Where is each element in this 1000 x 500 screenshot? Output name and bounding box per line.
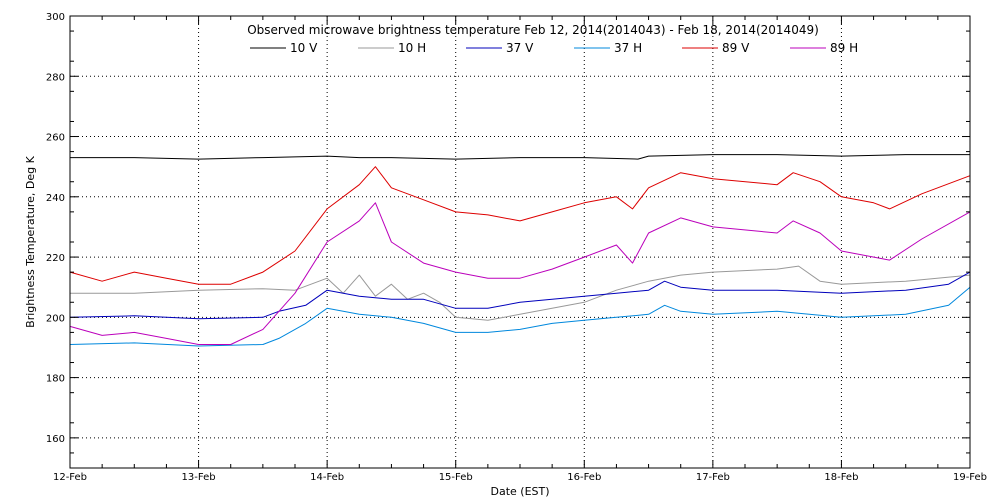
legend-label: 37 H bbox=[614, 41, 642, 55]
y-tick-label: 200 bbox=[46, 313, 65, 324]
y-tick-label: 160 bbox=[46, 434, 65, 445]
legend-label: 89 H bbox=[830, 41, 858, 55]
series-line-89-v bbox=[69, 166, 971, 285]
x-axis-title: Date (EST) bbox=[490, 485, 549, 498]
y-tick-label: 220 bbox=[46, 253, 65, 264]
legend-label: 10 H bbox=[398, 41, 426, 55]
axis-ticks bbox=[69, 15, 971, 468]
y-tick-label: 180 bbox=[46, 374, 65, 385]
legend-label: 37 V bbox=[506, 41, 534, 55]
y-tick-label: 240 bbox=[46, 193, 65, 204]
x-tick-label: 17-Feb bbox=[696, 472, 730, 483]
y-axis-title: Brightness Temperature, Deg K bbox=[24, 155, 37, 327]
chart-title: Observed microwave brightness temperatur… bbox=[247, 23, 819, 37]
y-tick-label: 260 bbox=[46, 133, 65, 144]
series-lines bbox=[69, 154, 971, 347]
x-tick-label: 19-Feb bbox=[953, 472, 987, 483]
y-tick-labels: 160 180 200 220 240 260 280 300 bbox=[46, 12, 65, 445]
x-tick-label: 15-Feb bbox=[439, 472, 473, 483]
x-tick-label: 14-Feb bbox=[310, 472, 344, 483]
legend-label: 10 V bbox=[290, 41, 318, 55]
series-line-37-h bbox=[69, 286, 971, 347]
legend-label: 89 V bbox=[722, 41, 750, 55]
x-tick-label: 13-Feb bbox=[182, 472, 216, 483]
x-tick-label: 18-Feb bbox=[824, 472, 858, 483]
series-line-10-v bbox=[70, 154, 970, 160]
y-tick-label: 300 bbox=[46, 12, 65, 23]
series-line-89-h bbox=[69, 202, 971, 345]
grid bbox=[70, 16, 970, 468]
x-tick-labels: 12-Feb 13-Feb 14-Feb 15-Feb 16-Feb 17-Feb 18-F… bbox=[53, 472, 987, 483]
legend: 10 V 10 H 37 V 37 H 89 V 89 H bbox=[250, 41, 858, 55]
x-tick-label: 16-Feb bbox=[567, 472, 601, 483]
y-tick-label: 280 bbox=[46, 72, 65, 83]
x-tick-label: 12-Feb bbox=[53, 472, 87, 483]
series-line-10-h bbox=[70, 265, 971, 321]
